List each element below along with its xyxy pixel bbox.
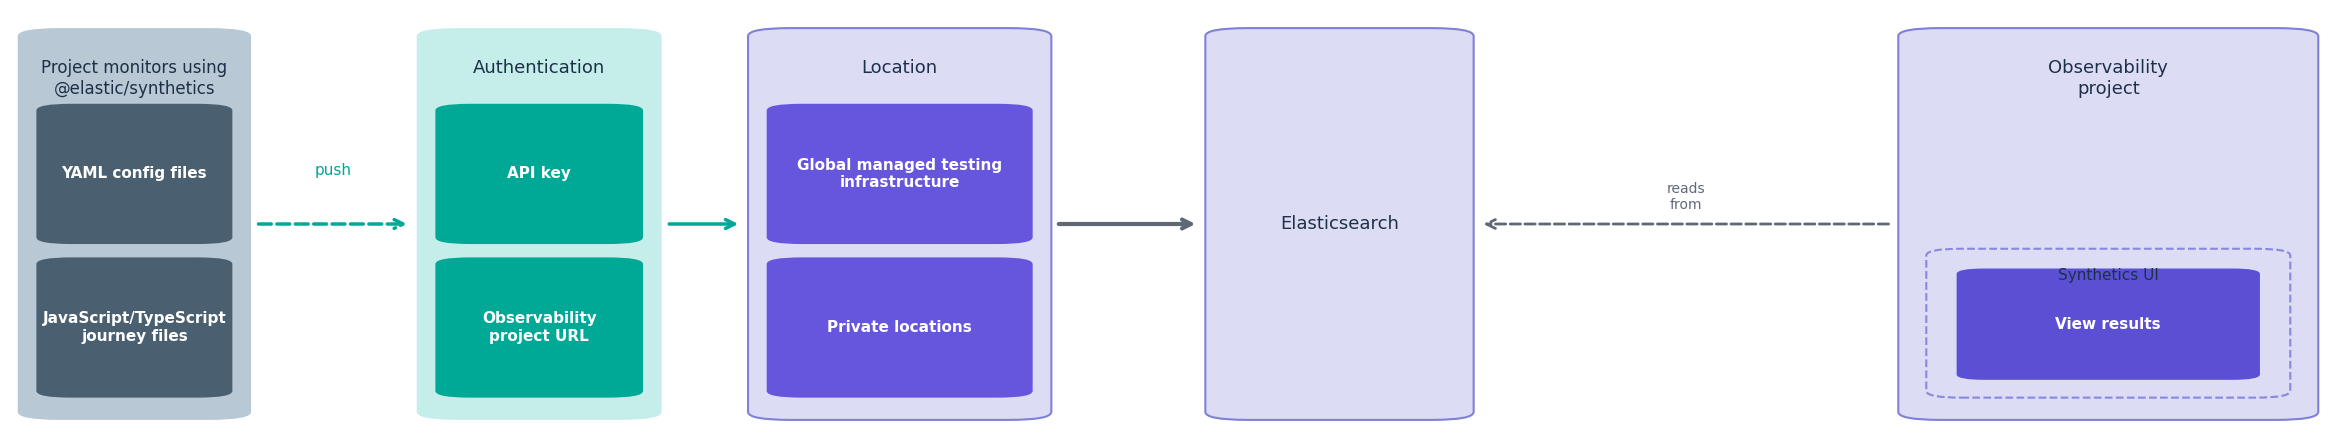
Text: JavaScript/TypeScript
journey files: JavaScript/TypeScript journey files xyxy=(42,311,227,344)
FancyBboxPatch shape xyxy=(766,258,1033,398)
Text: Elasticsearch: Elasticsearch xyxy=(1280,215,1399,233)
FancyBboxPatch shape xyxy=(766,104,1033,244)
Text: View results: View results xyxy=(2056,317,2161,332)
Text: Global managed testing
infrastructure: Global managed testing infrastructure xyxy=(797,158,1002,190)
Text: Synthetics UI: Synthetics UI xyxy=(2058,268,2158,283)
Text: YAML config files: YAML config files xyxy=(61,166,208,181)
Text: Project monitors using
@elastic/synthetics: Project monitors using @elastic/syntheti… xyxy=(42,59,227,98)
Text: API key: API key xyxy=(507,166,570,181)
Text: reads
from: reads from xyxy=(1666,182,1705,212)
FancyBboxPatch shape xyxy=(1899,28,2317,420)
Text: Authentication: Authentication xyxy=(474,59,605,77)
Text: Location: Location xyxy=(862,59,937,77)
Text: Observability
project: Observability project xyxy=(2049,59,2168,98)
FancyBboxPatch shape xyxy=(1927,249,2289,398)
FancyBboxPatch shape xyxy=(434,104,642,244)
FancyBboxPatch shape xyxy=(416,28,661,420)
FancyBboxPatch shape xyxy=(19,28,250,420)
FancyBboxPatch shape xyxy=(434,258,642,398)
FancyBboxPatch shape xyxy=(748,28,1051,420)
Text: Observability
project URL: Observability project URL xyxy=(481,311,596,344)
FancyBboxPatch shape xyxy=(37,104,231,244)
Text: Private locations: Private locations xyxy=(827,320,972,335)
FancyBboxPatch shape xyxy=(37,258,231,398)
FancyBboxPatch shape xyxy=(1958,268,2259,380)
FancyBboxPatch shape xyxy=(1205,28,1474,420)
Text: push: push xyxy=(315,163,350,178)
